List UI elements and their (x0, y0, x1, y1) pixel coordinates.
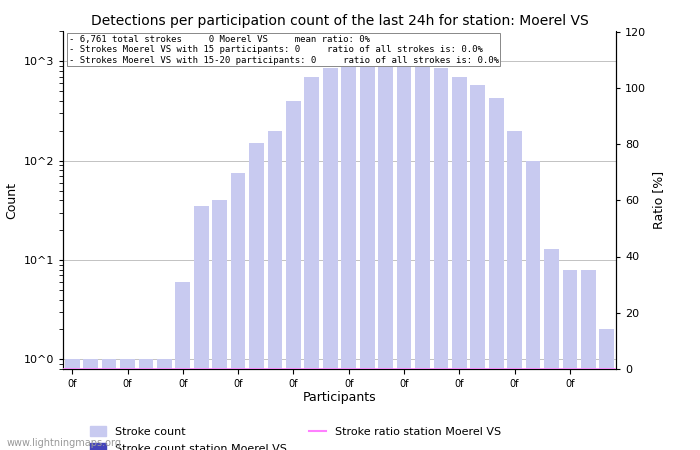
Bar (452, 77, 467, 450)
Text: - 6,761 total strokes     0 Moerel VS     mean ratio: 0%
- Strokes Moerel VS wit: - 6,761 total strokes 0 Moerel VS mean r… (69, 35, 498, 65)
Bar (563, 270, 578, 450)
Bar (139, 360, 153, 450)
Bar (360, 63, 374, 450)
Bar (286, 101, 301, 450)
Bar (249, 143, 264, 450)
Title: Detections per participation count of the last 24h for station: Moerel VS: Detections per participation count of th… (90, 14, 589, 27)
Bar (102, 360, 116, 450)
Bar (231, 173, 246, 450)
Bar (526, 161, 540, 450)
X-axis label: Participants: Participants (302, 392, 377, 405)
Bar (323, 68, 337, 450)
Bar (415, 61, 430, 450)
Bar (489, 98, 503, 450)
Bar (378, 57, 393, 450)
Bar (342, 61, 356, 450)
Bar (581, 270, 596, 450)
Bar (599, 329, 614, 450)
Bar (304, 77, 319, 450)
Y-axis label: Ratio [%]: Ratio [%] (652, 171, 665, 230)
Bar (65, 360, 80, 450)
Bar (120, 360, 135, 450)
Y-axis label: Count: Count (5, 182, 18, 219)
Bar (267, 131, 282, 450)
Text: www.lightningmaps.org: www.lightningmaps.org (7, 438, 122, 448)
Bar (544, 249, 559, 450)
Bar (176, 282, 190, 450)
Legend: Stroke count, Stroke count station Moerel VS, Stroke ratio station Moerel VS: Stroke count, Stroke count station Moere… (85, 422, 505, 450)
Bar (397, 59, 412, 450)
Bar (433, 68, 448, 450)
Bar (508, 131, 522, 450)
Bar (212, 200, 227, 450)
Bar (470, 85, 485, 450)
Bar (194, 206, 209, 450)
Bar (157, 360, 172, 450)
Bar (83, 360, 98, 450)
